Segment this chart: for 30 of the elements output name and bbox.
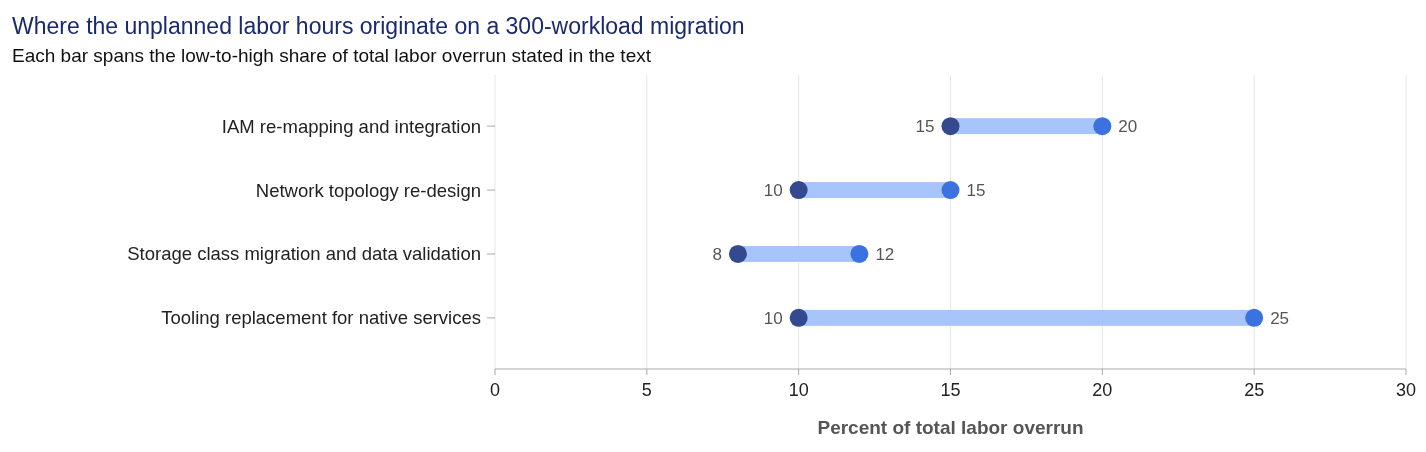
x-tick-label: 0: [489, 380, 501, 400]
data-label: 12: [875, 244, 895, 264]
x-tick-label: 20: [1092, 380, 1113, 400]
text: Each bar spans the low-to-high share of total labor overrun stated in the text: [12, 45, 652, 66]
chart-title: Where the unplanned labor hours originate on a 300-workload migration: [12, 13, 745, 39]
y-tick-label: Tooling replacement for native services: [161, 307, 481, 329]
point: [1093, 117, 1112, 136]
data-label: 20: [1118, 117, 1138, 137]
point: [789, 181, 808, 200]
x-tick-label: 5: [641, 380, 652, 400]
point: [789, 308, 808, 327]
y-tick-label: IAM re-mapping and integration: [221, 115, 481, 137]
data-label: 25: [1270, 308, 1290, 328]
data-label: 10: [763, 180, 783, 200]
data-label: 15: [915, 117, 935, 137]
point: [1245, 308, 1264, 327]
data-label: 10: [763, 308, 783, 328]
point: [941, 181, 960, 200]
x-tick-label: 10: [788, 380, 809, 400]
x-tick-label: 30: [1395, 380, 1417, 400]
point: [850, 244, 869, 263]
y-tick-label: Network topology re-design: [255, 179, 481, 201]
data-label: 8: [712, 244, 722, 264]
point: [941, 117, 960, 136]
x-tick-label: 15: [940, 380, 961, 400]
x-tick-label: 25: [1244, 380, 1265, 400]
x-axis-title: Percent of total labor overrun: [817, 417, 1084, 438]
y-tick-label: Storage class migration and data validation: [127, 243, 481, 265]
point: [728, 244, 747, 263]
data-label: 15: [966, 180, 986, 200]
